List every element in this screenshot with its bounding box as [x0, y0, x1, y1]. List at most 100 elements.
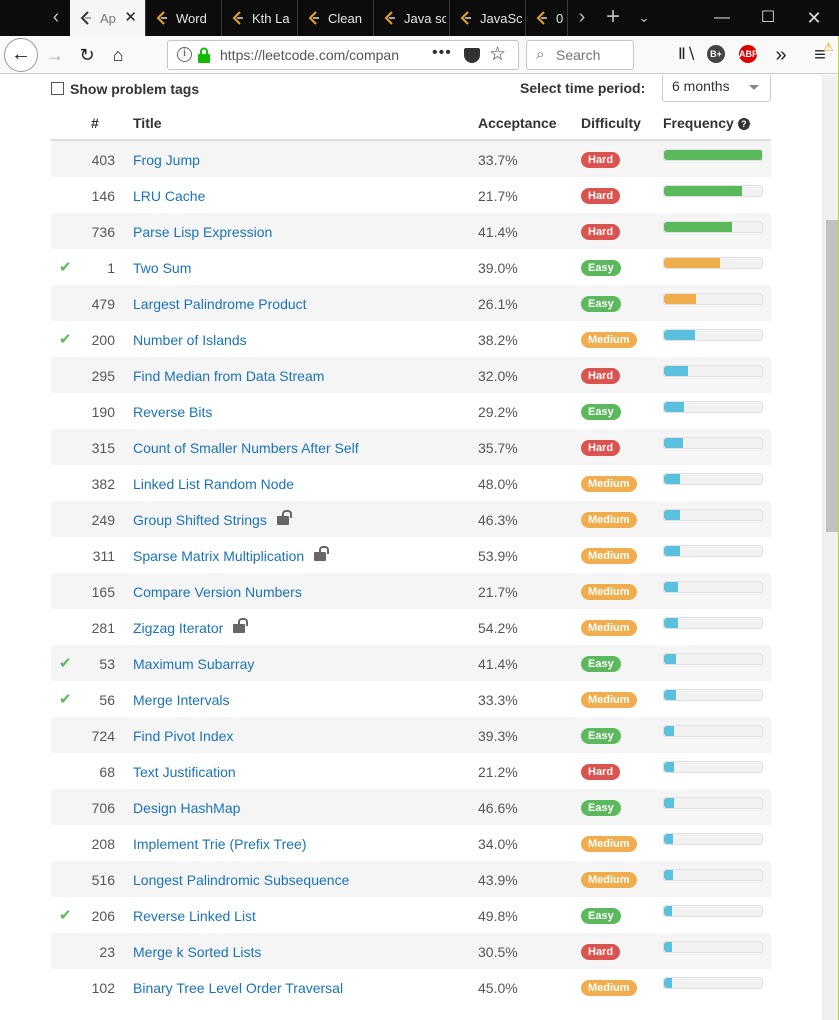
problem-number: 403	[91, 152, 115, 168]
scrollbar-thumb[interactable]	[826, 220, 838, 532]
search-input[interactable]	[556, 47, 630, 63]
problem-title-link[interactable]: Group Shifted Strings	[133, 510, 292, 528]
browser-tab[interactable]: Ap ✕	[70, 0, 146, 36]
problem-title-link[interactable]: Merge Intervals	[133, 692, 229, 708]
close-tab-icon[interactable]: ✕	[124, 9, 137, 26]
padlock-icon	[198, 47, 210, 63]
hamburger-menu-icon[interactable]: ≡	[814, 44, 826, 66]
problem-title-link[interactable]: Parse Lisp Expression	[133, 224, 272, 240]
col-title-header[interactable]: Title	[133, 115, 162, 131]
solved-check-icon: ✔	[59, 259, 72, 276]
problem-title-link[interactable]: Reverse Bits	[133, 404, 212, 420]
acceptance-rate: 32.0%	[478, 368, 518, 384]
reload-icon[interactable]: ↻	[79, 45, 95, 65]
forward-arrow-icon[interactable]: →	[46, 45, 64, 65]
problem-title-link[interactable]: Count of Smaller Numbers After Self	[133, 440, 359, 456]
problem-title-link[interactable]: Find Pivot Index	[133, 728, 233, 744]
problem-title-link[interactable]: Maximum Subarray	[133, 656, 254, 672]
minimize-icon[interactable]: —	[714, 9, 730, 26]
problem-title-text: Find Median from Data Stream	[133, 368, 325, 384]
problem-title-link[interactable]: Number of Islands	[133, 332, 247, 348]
problem-number: 190	[91, 404, 115, 420]
browser-tab[interactable]: Kth La	[222, 0, 298, 36]
frequency-bar	[663, 905, 763, 917]
address-bar[interactable]: i https://leetcode.com/compan ••• ☆	[167, 40, 519, 70]
search-box[interactable]: ⌕	[526, 40, 634, 70]
frequency-bar	[663, 941, 763, 953]
table-header: # Title Acceptance Difficulty Frequency?	[51, 105, 771, 141]
show-tags-toggle[interactable]: Show problem tags	[51, 81, 199, 97]
browser-tab[interactable]: Word	[146, 0, 222, 36]
close-window-icon[interactable]: ✕	[806, 8, 822, 28]
frequency-bar	[663, 653, 763, 665]
bookmark-star-icon[interactable]: ☆	[489, 44, 507, 65]
problem-title-link[interactable]: Longest Palindromic Subsequence	[133, 872, 349, 888]
problem-title-link[interactable]: Design HashMap	[133, 800, 240, 816]
browser-tab[interactable]: Clean	[298, 0, 374, 36]
tab-scroll-left-icon[interactable]: ‹	[52, 6, 60, 28]
problem-number: 23	[99, 944, 115, 960]
problem-title-link[interactable]: Two Sum	[133, 260, 191, 276]
frequency-label: Frequency	[663, 115, 734, 131]
browser-tab[interactable]: JavaSc	[450, 0, 526, 36]
back-arrow-icon[interactable]: ←	[4, 38, 38, 72]
new-tab-icon[interactable]: +	[605, 3, 620, 30]
ext-bplus-icon[interactable]: B+	[707, 45, 725, 63]
difficulty-badge: Easy	[581, 296, 621, 312]
url-text[interactable]: https://leetcode.com/compan	[220, 47, 399, 63]
help-icon[interactable]: ?	[737, 118, 750, 130]
maximize-icon[interactable]: ☐	[760, 9, 776, 26]
col-num-header[interactable]: #	[91, 115, 99, 131]
problem-title-link[interactable]: Sparse Matrix Multiplication	[133, 546, 330, 564]
problem-title-link[interactable]: Find Median from Data Stream	[133, 368, 324, 384]
table-row: 68 Text Justification 21.2% Hard	[51, 753, 771, 789]
problem-title-link[interactable]: Linked List Random Node	[133, 476, 294, 492]
problem-title-link[interactable]: Compare Version Numbers	[133, 584, 302, 600]
problem-title-link[interactable]: Binary Tree Level Order Traversal	[133, 980, 343, 996]
problem-title-link[interactable]: Merge k Sorted Lists	[133, 944, 261, 960]
overflow-chevron-icon[interactable]: »	[775, 44, 787, 66]
period-select[interactable]: 6 months	[662, 75, 771, 102]
problem-title-link[interactable]: Frog Jump	[133, 152, 200, 168]
page-actions-icon[interactable]: •••	[432, 44, 452, 61]
browser-tab[interactable]: 0 r	[526, 0, 568, 36]
browser-tab[interactable]: Java sc	[374, 0, 450, 36]
difficulty-badge: Medium	[581, 620, 637, 636]
col-frequency-header[interactable]: Frequency?	[663, 115, 750, 131]
frequency-bar	[663, 869, 763, 881]
pocket-icon[interactable]	[464, 48, 480, 63]
tab-list-chevron-icon[interactable]: ⌄	[638, 9, 650, 25]
difficulty-badge: Hard	[581, 440, 621, 456]
table-row: 295 Find Median from Data Stream 32.0% Hard	[51, 357, 771, 393]
col-acceptance-header[interactable]: Acceptance	[478, 115, 557, 131]
frequency-bar-fill	[664, 258, 720, 268]
problem-title-link[interactable]: Text Justification	[133, 764, 236, 780]
adblock-icon[interactable]: ABP	[739, 45, 758, 63]
page-scrollbar[interactable]	[822, 75, 839, 1020]
leetcode-favicon-icon	[156, 11, 167, 25]
tab-title: Java sc	[404, 11, 446, 26]
frequency-bar	[663, 509, 763, 521]
problem-title-link[interactable]: Zigzag Iterator	[133, 618, 249, 636]
problem-title-link[interactable]: Reverse Linked List	[133, 908, 256, 924]
problem-title-text: Design HashMap	[133, 800, 241, 816]
frequency-bar	[663, 257, 763, 269]
problem-number: 311	[92, 548, 115, 564]
home-icon[interactable]: ⌂	[112, 45, 124, 65]
difficulty-badge: Medium	[581, 476, 637, 492]
library-icon[interactable]: Ⅱ∖	[677, 46, 697, 63]
problem-title-text: Text Justification	[133, 764, 236, 780]
problem-title-text: Frog Jump	[133, 152, 200, 168]
tab-scroll-right-icon[interactable]: ›	[578, 6, 586, 28]
site-info-icon[interactable]: i	[177, 47, 192, 62]
acceptance-rate: 43.9%	[478, 872, 518, 888]
show-tags-checkbox[interactable]	[51, 82, 64, 95]
acceptance-rate: 39.3%	[478, 728, 518, 744]
acceptance-rate: 33.7%	[478, 152, 518, 168]
col-difficulty-header[interactable]: Difficulty	[581, 115, 641, 131]
problem-title-link[interactable]: Implement Trie (Prefix Tree)	[133, 836, 307, 852]
acceptance-rate: 26.1%	[478, 296, 518, 312]
problem-title-link[interactable]: Largest Palindrome Product	[133, 296, 307, 312]
problem-number: 315	[91, 440, 115, 456]
problem-title-link[interactable]: LRU Cache	[133, 188, 205, 204]
